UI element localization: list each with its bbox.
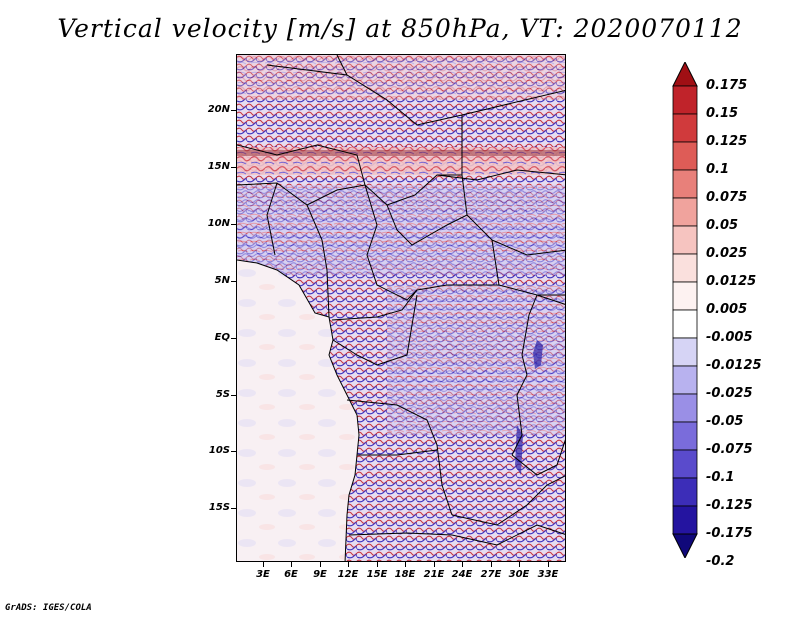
colorbar-label: 0.05: [706, 218, 739, 233]
colorbar-segment: [672, 169, 698, 199]
lat-tick: [231, 281, 236, 282]
colorbar-segment: [672, 113, 698, 143]
colorbar-segment: [672, 62, 698, 87]
lat-label-10s: 10S: [208, 445, 230, 456]
lon-label-21e: 21E: [423, 569, 445, 580]
lon-label-27e: 27E: [480, 569, 502, 580]
colorbar-label: -0.0125: [706, 358, 762, 373]
lat-tick: [231, 167, 236, 168]
colorbar-label: 0.15: [706, 106, 739, 121]
colorbar-segment: [672, 85, 698, 115]
lat-label-10n: 10N: [207, 218, 230, 229]
colorbar-label: -0.175: [706, 526, 753, 541]
lat-label-5n: 5N: [214, 275, 230, 286]
lon-tick: [377, 562, 378, 567]
lon-label-6e: 6E: [284, 569, 298, 580]
lon-tick: [491, 562, 492, 567]
colorbar-label: 0.025: [706, 246, 748, 261]
colorbar-segment: [672, 449, 698, 479]
colorbar-segment: [672, 197, 698, 227]
lat-tick: [231, 338, 236, 339]
colorbar-segment: [672, 477, 698, 507]
colorbar-label: 0.075: [706, 190, 748, 205]
lon-tick: [519, 562, 520, 567]
lon-tick: [405, 562, 406, 567]
colorbar-label: -0.1: [706, 470, 735, 485]
colorbar-segment: [672, 505, 698, 535]
colorbar-label: -0.125: [706, 498, 753, 513]
lon-label-24e: 24E: [451, 569, 473, 580]
colorbar-label: -0.05: [706, 414, 744, 429]
colorbar-label: 0.125: [706, 134, 748, 149]
lon-label-15e: 15E: [366, 569, 388, 580]
colorbar-segment: [672, 309, 698, 339]
lat-tick: [231, 395, 236, 396]
lon-tick: [434, 562, 435, 567]
vertical-velocity-field: [237, 55, 565, 561]
colorbar-segment: [672, 393, 698, 423]
colorbar-segment: [672, 281, 698, 311]
lon-tick: [263, 562, 264, 567]
colorbar-segment: [672, 253, 698, 283]
lon-tick: [548, 562, 549, 567]
colorbar-segment: [672, 421, 698, 451]
footer-credit: GrADS: IGES/COLA: [5, 603, 92, 613]
lat-label-5s: 5S: [215, 389, 230, 400]
lon-label-9e: 9E: [313, 569, 327, 580]
colorbar-label: 0.175: [706, 78, 748, 93]
lat-label-15s: 15S: [208, 502, 230, 513]
map-panel: [236, 54, 566, 562]
lon-tick: [462, 562, 463, 567]
lon-tick: [291, 562, 292, 567]
lon-label-3e: 3E: [256, 569, 270, 580]
colorbar-segment: [672, 533, 698, 558]
lat-tick: [231, 224, 236, 225]
colorbar-label: 0.1: [706, 162, 730, 177]
lat-tick: [231, 110, 236, 111]
chart-title: Vertical velocity [m/s] at 850hPa, VT: 2…: [57, 14, 743, 43]
colorbar-segment: [672, 225, 698, 255]
lat-tick: [231, 508, 236, 509]
lon-label-12e: 12E: [337, 569, 359, 580]
lon-label-33e: 33E: [537, 569, 559, 580]
lon-tick: [320, 562, 321, 567]
lon-label-30e: 30E: [508, 569, 530, 580]
colorbar-label: -0.025: [706, 386, 753, 401]
colorbar-label: 0.005: [706, 302, 748, 317]
colorbar-segment: [672, 365, 698, 395]
colorbar-label: 0.0125: [706, 274, 757, 289]
colorbar-label: -0.075: [706, 442, 753, 457]
lon-label-18e: 18E: [394, 569, 416, 580]
colorbar-label: -0.2: [706, 554, 735, 569]
lat-label-15n: 15N: [207, 161, 230, 172]
colorbar: [672, 62, 698, 558]
lat-tick: [231, 451, 236, 452]
colorbar-label: -0.005: [706, 330, 753, 345]
lat-label-20n: 20N: [207, 104, 230, 115]
colorbar-segment: [672, 337, 698, 367]
lat-label-eq: EQ: [214, 332, 230, 343]
lon-tick: [348, 562, 349, 567]
colorbar-segment: [672, 141, 698, 171]
